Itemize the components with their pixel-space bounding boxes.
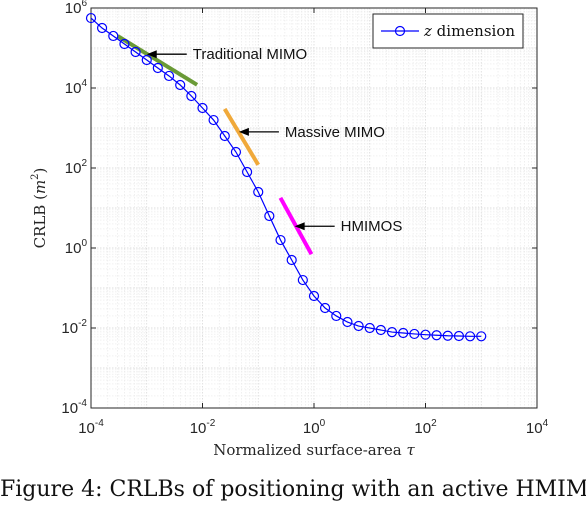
y-tick-label: 104 [65, 78, 88, 97]
x-tick-label: 104 [526, 418, 549, 437]
series-point [275, 234, 286, 246]
legend: z dimension [372, 13, 524, 49]
series-point [442, 330, 453, 341]
highlight-segment [222, 107, 260, 166]
series-point [253, 186, 264, 198]
series-point [163, 70, 175, 82]
series-point [119, 38, 130, 50]
y-tick-label: 10-2 [61, 318, 87, 337]
series-point [141, 54, 152, 66]
series-point [186, 90, 197, 102]
x-tick-label: 10-2 [190, 418, 216, 437]
series-point [386, 326, 398, 338]
series-point [465, 331, 476, 342]
y-tick-label: 102 [65, 158, 88, 177]
series-point [230, 146, 242, 158]
series-point [130, 46, 141, 58]
series-point [152, 62, 163, 74]
series-point [197, 102, 208, 114]
series-point [96, 22, 108, 34]
highlight-segment [116, 34, 199, 87]
series-point [331, 310, 342, 322]
x-tick-label: 100 [303, 418, 326, 437]
annotation-label: Massive MIMO [285, 124, 385, 141]
y-tick-label: 106 [65, 0, 88, 17]
series-point [375, 324, 386, 336]
y-tick-label: 10-4 [61, 398, 87, 417]
series-point [420, 329, 431, 340]
legend-label: z dimension [423, 22, 515, 40]
series-point [242, 166, 253, 178]
x-tick-labels: 10-4 10-2 100 102 104 [78, 418, 548, 437]
annotation-arrow-head [146, 50, 157, 59]
annotation-arrow-head [238, 127, 249, 136]
x-axis-label: Normalized surface-area τ [213, 441, 415, 459]
annotation-label: Traditional MIMO [193, 46, 307, 63]
series-point [342, 316, 353, 328]
series-point [364, 322, 375, 334]
y-tick-label: 100 [65, 238, 88, 257]
series-point [409, 328, 420, 340]
series-point [453, 330, 465, 342]
annotation-label: HMIMOS [341, 218, 403, 235]
series-point [308, 290, 320, 302]
series-z-dimension [85, 12, 487, 342]
series-point [175, 79, 186, 91]
plot-frame [90, 7, 538, 409]
series-point [85, 12, 97, 24]
series-point [398, 327, 409, 339]
annotations: Traditional MIMO Massive MIMO HMIMOS [146, 46, 403, 235]
y-tick-labels: 10-4 10-2 100 102 104 106 [61, 0, 87, 417]
y-axis-label: CRLB (m2) [30, 168, 49, 249]
series-point [476, 331, 487, 342]
series-point [208, 114, 219, 126]
x-tick-label: 102 [414, 418, 437, 437]
x-tick-label: 10-4 [78, 418, 104, 437]
series-point [108, 30, 119, 42]
annotation-arrow-head [294, 222, 305, 231]
series-line [90, 17, 482, 337]
series-point [431, 330, 442, 341]
series-point [219, 130, 230, 142]
grid [91, 8, 537, 408]
series-point [264, 210, 275, 222]
series-point [319, 302, 331, 314]
series-point [353, 320, 364, 332]
figure-caption: Figure 4: CRLBs of positioning with an a… [0, 477, 586, 502]
legend-marker [394, 25, 406, 37]
series-point [297, 274, 308, 286]
series-point [286, 254, 297, 266]
